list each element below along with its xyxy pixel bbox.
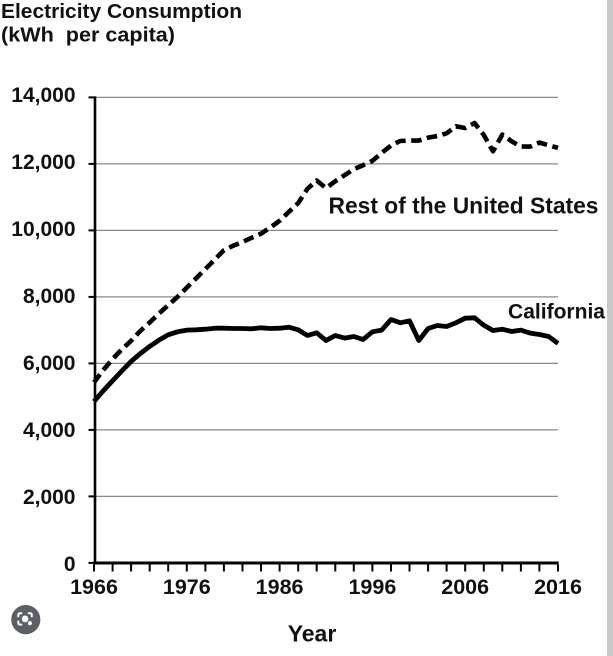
svg-text:1986: 1986 [256,575,304,599]
svg-text:Year: Year [288,621,337,647]
svg-text:California: California [508,301,605,324]
svg-text:4,000: 4,000 [23,419,76,442]
svg-text:0: 0 [64,553,76,576]
svg-text:(kWh per capita): (kWh per capita) [1,25,175,47]
svg-text:2016: 2016 [534,575,582,599]
svg-text:6,000: 6,000 [23,352,76,375]
svg-text:12,000: 12,000 [11,151,75,174]
svg-text:8,000: 8,000 [23,285,76,308]
svg-text:10,000: 10,000 [11,218,75,241]
svg-text:1976: 1976 [163,575,211,599]
svg-text:2,000: 2,000 [23,486,76,509]
svg-text:Electricity Consumption: Electricity Consumption [1,1,242,23]
svg-text:14,000: 14,000 [11,84,75,107]
svg-text:1996: 1996 [348,575,396,599]
svg-text:1966: 1966 [70,575,118,599]
svg-text:Rest of the United States: Rest of the United States [329,193,599,219]
svg-text:2006: 2006 [441,575,489,599]
